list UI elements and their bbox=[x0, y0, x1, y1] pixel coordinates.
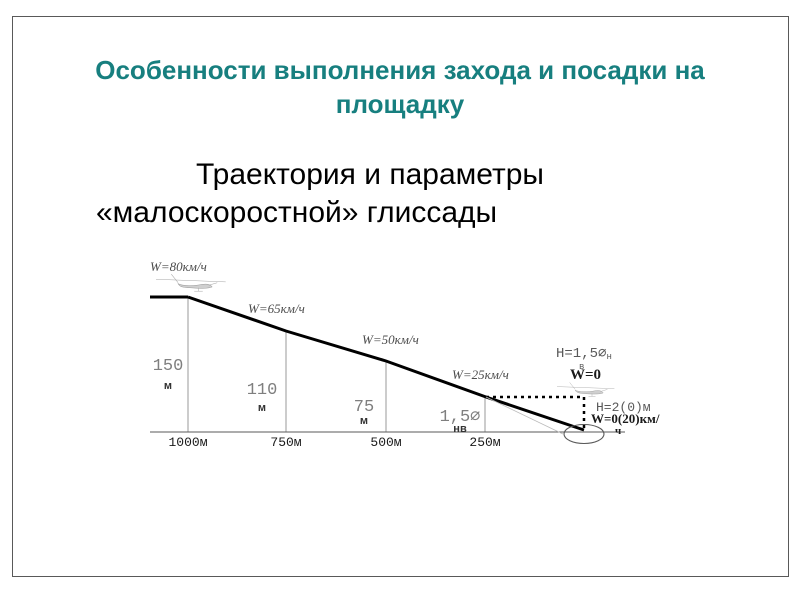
svg-text:м: м bbox=[360, 415, 368, 427]
svg-text:м: м bbox=[258, 402, 266, 414]
svg-text:нв: нв bbox=[453, 423, 467, 435]
svg-text:150: 150 bbox=[153, 357, 184, 376]
svg-text:W=25км/ч: W=25км/ч bbox=[452, 367, 509, 382]
svg-text:W=0(20)км/: W=0(20)км/ bbox=[591, 411, 660, 426]
svg-text:1000м: 1000м bbox=[168, 435, 207, 450]
svg-text:W=0: W=0 bbox=[570, 367, 601, 383]
svg-text:W=65км/ч: W=65км/ч bbox=[248, 301, 305, 316]
svg-text:110: 110 bbox=[247, 381, 278, 400]
svg-text:250м: 250м bbox=[469, 435, 500, 450]
svg-text:ч: ч bbox=[615, 425, 621, 437]
svg-text:W=50км/ч: W=50км/ч bbox=[362, 332, 419, 347]
svg-text:H=1,5⌀н: H=1,5⌀н bbox=[556, 346, 612, 362]
svg-text:м: м bbox=[164, 380, 172, 392]
svg-text:W=80км/ч: W=80км/ч bbox=[150, 259, 207, 274]
svg-text:500м: 500м bbox=[370, 435, 401, 450]
svg-text:750м: 750м bbox=[270, 435, 301, 450]
